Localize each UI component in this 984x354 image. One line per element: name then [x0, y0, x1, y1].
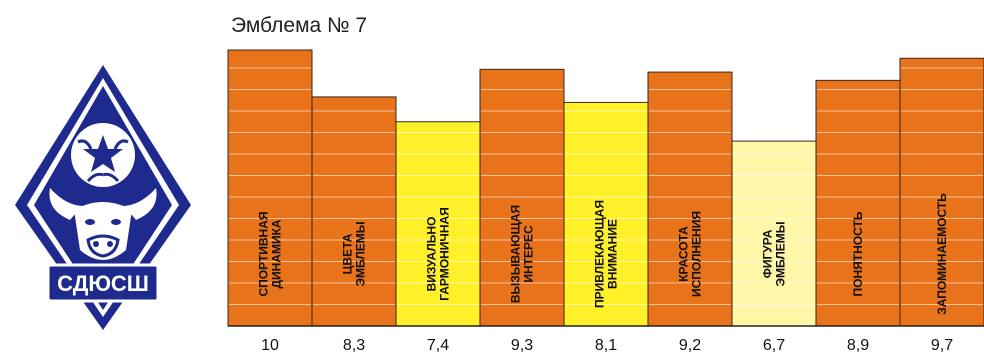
bar-labels-layer: СПОРТИВНАЯДИНАМИКА ЦВЕТАЭМБЛЕМЫ ВИЗУАЛЬНОГ…	[257, 193, 950, 315]
value-label: 6,7	[763, 337, 785, 354]
value-labels-layer: 10 8,3 7,4 9,3 8,1 9,2 6,7 8,9 9,7	[261, 337, 953, 354]
value-label: 8,3	[343, 337, 365, 354]
category-label: ЦВЕТАЭМБЛЕМЫ	[341, 221, 368, 286]
bar-9	[899, 57, 984, 327]
ball-panels	[77, 139, 129, 183]
emblem-banner	[46, 263, 160, 303]
bull-eye-icon	[111, 219, 121, 225]
bull-nostril-icon	[93, 241, 99, 247]
value-label: 9,2	[679, 337, 701, 354]
value-label: 7,4	[427, 337, 449, 354]
bar-6	[647, 71, 733, 327]
bar-7	[731, 140, 817, 327]
category-label: СПОРТИВНАЯДИНАМИКА	[257, 211, 284, 296]
bull-eye-icon	[85, 219, 95, 225]
category-label: ВИЗУАЛЬНОГАРМОНИЧНАЯ	[425, 207, 452, 301]
sdyush-emblem-logo: СДЮСШ	[15, 65, 191, 330]
value-label: 9,3	[511, 337, 533, 354]
bull-muzzle-icon	[86, 234, 120, 258]
gridlines-layer	[229, 67, 983, 305]
category-label: ПОНЯТНОСТЬ	[851, 211, 865, 296]
value-label: 8,9	[847, 337, 869, 354]
value-label: 9,7	[931, 337, 953, 354]
bull-nostril-icon	[107, 241, 113, 247]
bar-3	[395, 121, 481, 327]
value-label: 8,1	[595, 337, 617, 354]
value-label: 10	[261, 337, 279, 354]
category-label: ВЫЗЫВАЮЩАЯИНТЕРЕС	[509, 205, 536, 303]
ball-star-icon	[83, 135, 123, 172]
category-label: ФИГУРАЭМБЛЕМЫ	[761, 221, 788, 286]
bar-2	[311, 96, 397, 327]
bar-1	[227, 49, 313, 327]
emblem-inner-rhombus	[34, 86, 172, 310]
category-label: ПРИВЛЕКАЮЩАЯВНИМАНИЕ	[593, 200, 620, 308]
category-label: КРАСОТАИСПОЛНЕНИЯ	[677, 211, 704, 297]
chart-title: Эмблема № 7	[231, 14, 368, 37]
category-label: ЗАПОМИНАЕМОСТЬ	[935, 193, 949, 315]
emblem-text: СДЮСШ	[57, 271, 149, 296]
bar-8	[815, 79, 901, 327]
